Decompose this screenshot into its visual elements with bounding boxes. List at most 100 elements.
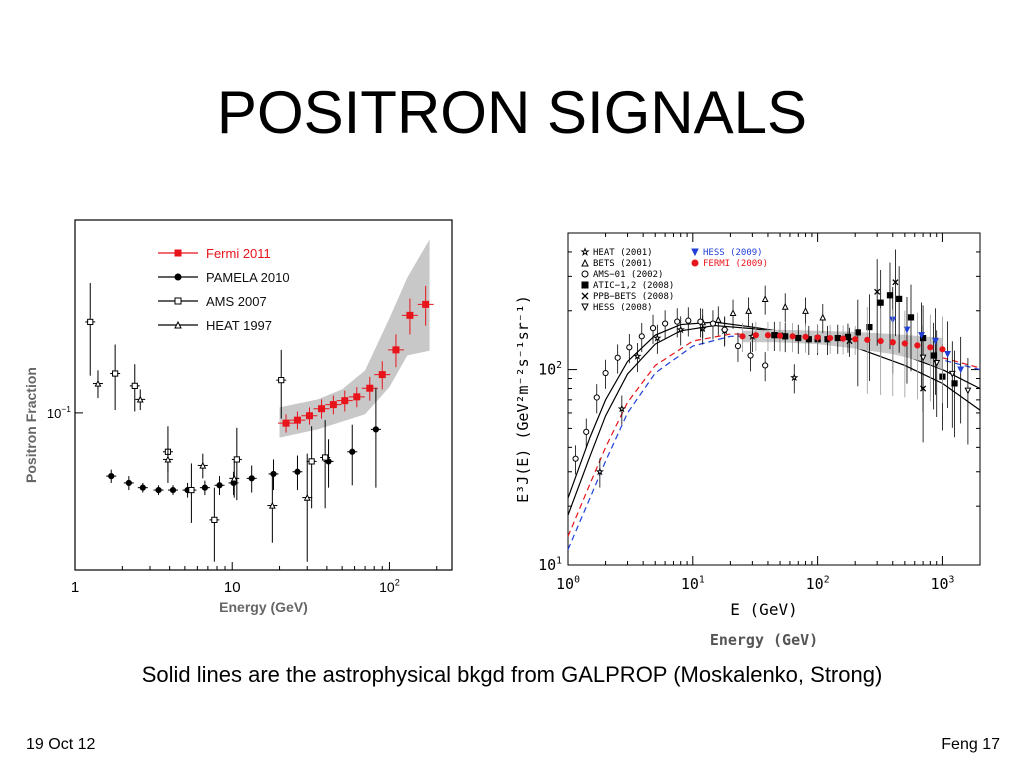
data-point [422, 300, 430, 308]
data-point [892, 279, 899, 286]
x-tick-label: 1 [71, 579, 79, 596]
data-point [729, 309, 737, 317]
slide-title: POSITRON SIGNALS [216, 79, 808, 146]
data-point [392, 346, 400, 354]
data-point [94, 379, 102, 387]
data-point [593, 394, 600, 401]
y-tick-label: 10−1 [47, 404, 71, 421]
data-point [877, 337, 884, 345]
data-point [378, 371, 386, 379]
data-point [709, 320, 717, 327]
data-point [406, 311, 414, 319]
data-point [846, 337, 853, 345]
data-point [211, 516, 218, 523]
legend-label: HESS (2009) [703, 248, 763, 258]
data-point [112, 370, 119, 377]
data-point [874, 288, 881, 295]
data-point [638, 333, 645, 340]
data-point [136, 395, 144, 403]
plot-frame [74, 219, 453, 571]
data-point [834, 334, 841, 342]
positron-fraction-chart: 1 10 102 10−1 Energy (GeV) Positron Fraction F… [23, 219, 453, 615]
legend-label: AMS 2007 [206, 294, 267, 309]
data-point [714, 315, 722, 323]
data-point [108, 473, 115, 480]
legend-label: FERMI (2009) [703, 259, 768, 269]
data-point [819, 313, 827, 321]
legend-marker [691, 259, 699, 267]
data-point [802, 333, 809, 340]
legend-label: AMS−01 (2002) [593, 270, 663, 280]
data-point [353, 393, 361, 401]
series-hess-2008- [919, 325, 972, 445]
data-point [230, 474, 238, 482]
data-point [318, 405, 326, 413]
x-tick-label: 102 [806, 574, 830, 593]
legend-marker [691, 248, 699, 257]
data-point [957, 366, 965, 374]
data-point [294, 468, 301, 475]
data-point [293, 416, 301, 424]
data-point [747, 352, 754, 359]
legend-label: HESS (2008) [593, 303, 653, 313]
data-point [164, 455, 172, 463]
data-point [932, 337, 939, 345]
data-point [771, 332, 778, 339]
data-point [87, 318, 94, 326]
data-point [877, 299, 884, 306]
data-point [739, 333, 746, 340]
legend-marker [174, 297, 182, 305]
data-point [752, 332, 759, 339]
data-point [341, 397, 349, 405]
data-point [633, 351, 642, 360]
data-point [930, 352, 937, 359]
y-axis-label: Positron Fraction [23, 367, 39, 483]
legend-label: HEAT 1997 [206, 318, 272, 333]
data-point [303, 493, 311, 501]
data-point [662, 320, 669, 327]
data-point [764, 332, 772, 339]
legend-marker [174, 320, 182, 329]
legend-label: PAMELA 2010 [206, 270, 290, 285]
data-point [169, 486, 177, 494]
x-axis-caption: Energy (GeV) [710, 631, 818, 649]
series-pamela-2010 [106, 388, 381, 498]
data-point [734, 342, 742, 350]
data-point [944, 351, 952, 358]
series-heat-1997 [92, 370, 313, 562]
data-point [782, 333, 789, 340]
data-point [790, 373, 799, 382]
data-point [839, 335, 847, 342]
data-point [131, 382, 138, 389]
data-point [201, 484, 208, 491]
data-point [948, 370, 956, 378]
series-ams-01-2002- [572, 307, 769, 475]
data-point [914, 342, 921, 349]
data-point [139, 484, 146, 491]
data-point [964, 387, 972, 395]
data-point [270, 470, 277, 478]
data-point [901, 340, 908, 347]
x-tick-label: 103 [930, 574, 954, 593]
data-point [278, 377, 285, 384]
data-point [248, 475, 255, 482]
data-point [322, 454, 329, 461]
data-point [745, 307, 753, 314]
data-point [721, 326, 728, 333]
series-fermi-2011 [278, 285, 434, 433]
data-point [372, 426, 379, 433]
data-point [907, 314, 915, 321]
slide-caption: Solid lines are the astrophysical bkgd f… [141, 662, 883, 687]
data-point [602, 369, 609, 377]
legend-marker [581, 303, 589, 312]
data-point [854, 329, 861, 336]
legend-label: ATIC−1,2 (2008) [593, 281, 674, 291]
data-point [308, 458, 315, 465]
data-point [762, 362, 769, 369]
x-tick-label: 101 [681, 574, 705, 593]
y-tick-label: 101 [538, 555, 562, 574]
data-point [233, 456, 240, 463]
legend-marker [174, 273, 182, 281]
data-point [614, 354, 621, 361]
